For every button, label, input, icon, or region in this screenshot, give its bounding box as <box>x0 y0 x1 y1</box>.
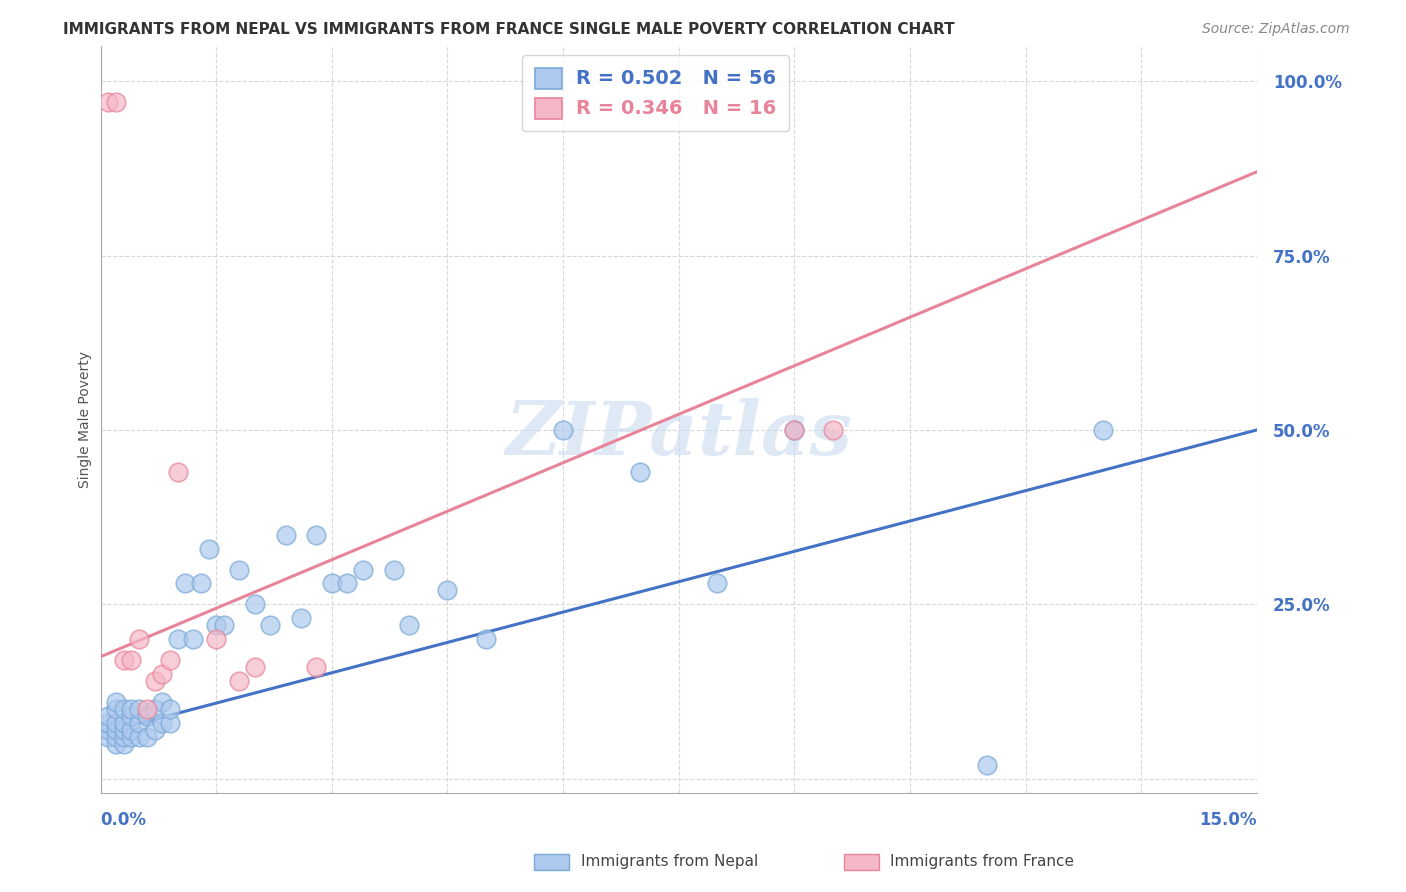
Point <box>398 618 420 632</box>
Point <box>181 632 204 647</box>
Point <box>212 618 235 632</box>
Point <box>783 423 806 437</box>
Point <box>305 660 328 674</box>
Point <box>135 702 157 716</box>
Point <box>135 730 157 744</box>
Point <box>259 618 281 632</box>
Point <box>112 737 135 751</box>
Point <box>166 465 188 479</box>
Point <box>159 653 181 667</box>
Point <box>821 423 844 437</box>
Point <box>143 702 166 716</box>
Point <box>128 716 150 731</box>
Point <box>174 576 197 591</box>
Point <box>382 562 405 576</box>
Legend: R = 0.502   N = 56, R = 0.346   N = 16: R = 0.502 N = 56, R = 0.346 N = 16 <box>522 55 789 131</box>
Point <box>290 611 312 625</box>
Point <box>143 674 166 689</box>
Point <box>105 95 128 109</box>
Point <box>336 576 359 591</box>
Point <box>128 702 150 716</box>
Point <box>190 576 212 591</box>
Y-axis label: Single Male Poverty: Single Male Poverty <box>79 351 93 488</box>
Point <box>150 695 173 709</box>
Point <box>112 716 135 731</box>
Point <box>105 723 128 737</box>
Text: ZIPatlas: ZIPatlas <box>505 398 852 471</box>
Point <box>128 730 150 744</box>
Point <box>112 723 135 737</box>
Point <box>205 632 228 647</box>
Point <box>228 562 250 576</box>
Point <box>97 716 120 731</box>
Point <box>628 465 651 479</box>
Point <box>159 702 181 716</box>
Point <box>352 562 374 576</box>
Point <box>112 653 135 667</box>
Text: 15.0%: 15.0% <box>1199 812 1257 830</box>
Point <box>166 632 188 647</box>
Point <box>706 576 728 591</box>
Point <box>105 695 128 709</box>
Point <box>274 527 297 541</box>
Point <box>105 737 128 751</box>
Point <box>135 709 157 723</box>
Point <box>243 660 266 674</box>
Point <box>243 598 266 612</box>
Point <box>120 702 142 716</box>
Point <box>436 583 458 598</box>
Point <box>128 632 150 647</box>
Text: Source: ZipAtlas.com: Source: ZipAtlas.com <box>1202 22 1350 37</box>
Point <box>120 723 142 737</box>
Point <box>197 541 219 556</box>
Point <box>112 730 135 744</box>
Point <box>97 95 120 109</box>
Point <box>1091 423 1114 437</box>
Point <box>120 730 142 744</box>
Point <box>551 423 574 437</box>
Point <box>783 423 806 437</box>
Point <box>120 653 142 667</box>
Point <box>205 618 228 632</box>
Point <box>150 716 173 731</box>
Text: Immigrants from France: Immigrants from France <box>890 855 1074 869</box>
Point <box>228 674 250 689</box>
Point <box>97 723 120 737</box>
Point <box>143 723 166 737</box>
Point <box>105 702 128 716</box>
Point <box>150 667 173 681</box>
Point <box>120 709 142 723</box>
Point <box>97 709 120 723</box>
Point <box>105 730 128 744</box>
Point <box>159 716 181 731</box>
Text: 0.0%: 0.0% <box>101 812 146 830</box>
Point <box>97 730 120 744</box>
Point <box>321 576 343 591</box>
Text: IMMIGRANTS FROM NEPAL VS IMMIGRANTS FROM FRANCE SINGLE MALE POVERTY CORRELATION : IMMIGRANTS FROM NEPAL VS IMMIGRANTS FROM… <box>63 22 955 37</box>
Point <box>105 716 128 731</box>
Text: Immigrants from Nepal: Immigrants from Nepal <box>581 855 758 869</box>
Point <box>976 757 998 772</box>
Point <box>112 702 135 716</box>
Point <box>475 632 498 647</box>
Point <box>305 527 328 541</box>
